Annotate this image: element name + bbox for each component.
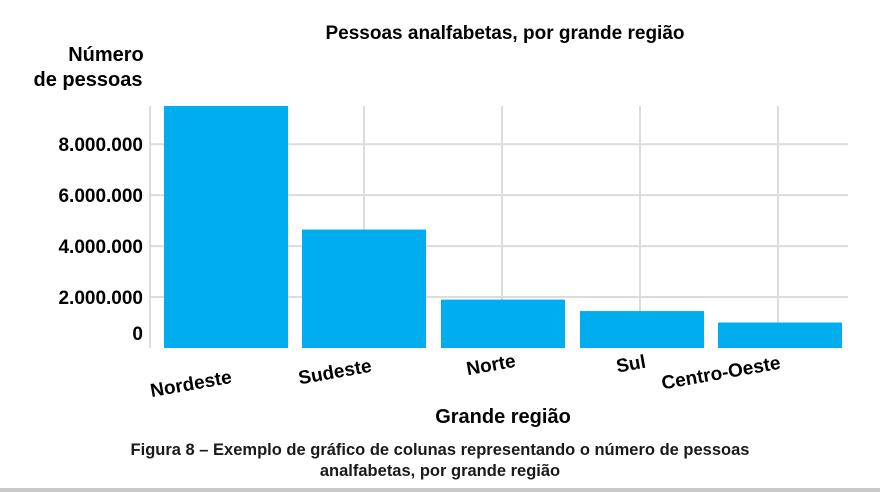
- category-label-norte: Norte: [465, 351, 518, 380]
- bars: [164, 106, 842, 348]
- bar-sudeste: [302, 229, 426, 348]
- y-tick-label: 8.000.000: [58, 135, 143, 156]
- figure-caption-line-1: Figura 8 – Exemplo de gráfico de colunas…: [130, 441, 750, 459]
- y-axis-label-line-2: de pessoas: [34, 69, 143, 91]
- y-tick-labels: 0 2.000.000 4.000.000 6.000.000 8.000.000: [58, 135, 143, 345]
- figure-caption: Figura 8 – Exemplo de gráfico de colunas…: [0, 440, 880, 482]
- y-tick-label: 2.000.000: [58, 288, 143, 309]
- x-axis-label: Grande região: [435, 406, 571, 428]
- bar-centro-oeste: [718, 322, 842, 348]
- y-tick-label: 4.000.000: [58, 237, 143, 258]
- y-axis-label-line-1: Número: [68, 44, 144, 66]
- category-label-nordeste: Nordeste: [149, 367, 234, 402]
- chart-title: Pessoas analfabetas, por grande região: [325, 23, 684, 44]
- bar-nordeste: [164, 106, 288, 348]
- category-label-sul: Sul: [615, 352, 648, 378]
- bar-norte: [441, 299, 565, 348]
- y-tick-label: 6.000.000: [58, 186, 143, 207]
- y-tick-label: 0: [132, 324, 143, 345]
- page-bottom-border: [0, 488, 880, 492]
- figure-caption-line-2: analfabetas, por grande região: [319, 462, 561, 480]
- category-label-centro-oeste: Centro-Oeste: [660, 353, 782, 395]
- bar-sul: [580, 311, 704, 348]
- category-labels: Nordeste Sudeste Norte Sul Centro-Oeste: [149, 351, 782, 402]
- category-label-sudeste: Sudeste: [297, 356, 373, 390]
